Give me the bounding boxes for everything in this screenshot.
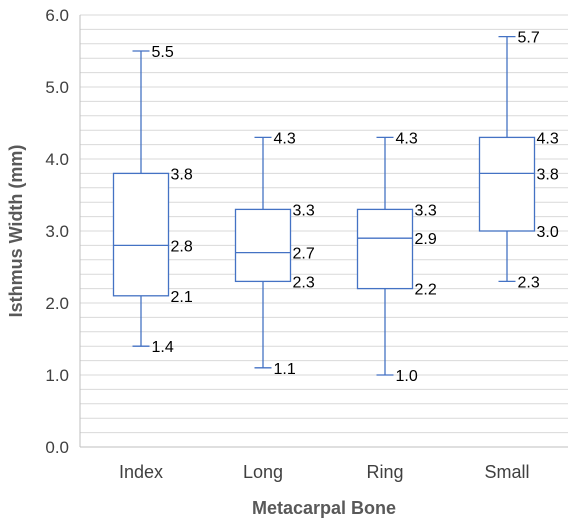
y-tick-label: 3.0 <box>45 222 69 241</box>
iqr-box <box>112 172 170 297</box>
box-long <box>234 136 292 369</box>
iqr-box <box>356 208 414 290</box>
y-tick-label: 5.0 <box>45 78 69 97</box>
box-ring <box>356 136 414 376</box>
x-category-label: Ring <box>366 462 403 482</box>
data-label-q3: 4.3 <box>537 130 559 147</box>
data-label-q1: 2.3 <box>293 274 315 291</box>
box-small <box>478 35 536 283</box>
data-label-min: 1.0 <box>396 368 418 385</box>
y-tick-label: 1.0 <box>45 366 69 385</box>
data-label-median: 3.8 <box>537 166 559 183</box>
x-axis-title: Metacarpal Bone <box>252 498 396 518</box>
data-label-q3: 3.8 <box>171 166 193 183</box>
data-label-q1: 2.2 <box>415 282 437 299</box>
y-axis-ticks: 0.0 1.0 2.0 3.0 4.0 5.0 6.0 <box>45 6 69 457</box>
box-series <box>112 35 536 376</box>
data-label-max: 4.3 <box>274 130 296 147</box>
iqr-box <box>478 136 536 232</box>
data-label-min: 1.4 <box>152 339 174 356</box>
data-label-min: 2.3 <box>518 274 540 291</box>
data-label-median: 2.7 <box>293 246 315 263</box>
data-label-q3: 3.3 <box>293 202 315 219</box>
y-tick-label: 0.0 <box>45 438 69 457</box>
y-tick-label: 2.0 <box>45 294 69 313</box>
data-label-max: 5.5 <box>152 44 174 61</box>
data-label-q1: 2.1 <box>171 289 193 306</box>
data-label-min: 1.1 <box>274 361 296 378</box>
data-label-max: 5.7 <box>518 30 540 47</box>
y-tick-label: 6.0 <box>45 6 69 25</box>
data-label-median: 2.8 <box>171 238 193 255</box>
data-label-median: 2.9 <box>415 231 437 248</box>
x-category-label: Long <box>243 462 283 482</box>
y-tick-label: 4.0 <box>45 150 69 169</box>
data-labels: 5.5 1.4 3.8 2.8 2.1 4.3 1.1 3.3 2.7 2.3 4.3 1.0 3.3 2… <box>152 30 559 385</box>
data-label-q3: 3.3 <box>415 202 437 219</box>
y-axis-title: Isthmus Width (mm) <box>6 145 26 318</box>
data-label-max: 4.3 <box>396 130 418 147</box>
x-axis-categories: Index Long Ring Small <box>119 462 530 482</box>
x-category-label: Index <box>119 462 163 482</box>
iqr-box <box>234 208 292 283</box>
box-index <box>112 50 170 347</box>
data-label-q1: 3.0 <box>537 224 559 241</box>
x-category-label: Small <box>484 462 529 482</box>
